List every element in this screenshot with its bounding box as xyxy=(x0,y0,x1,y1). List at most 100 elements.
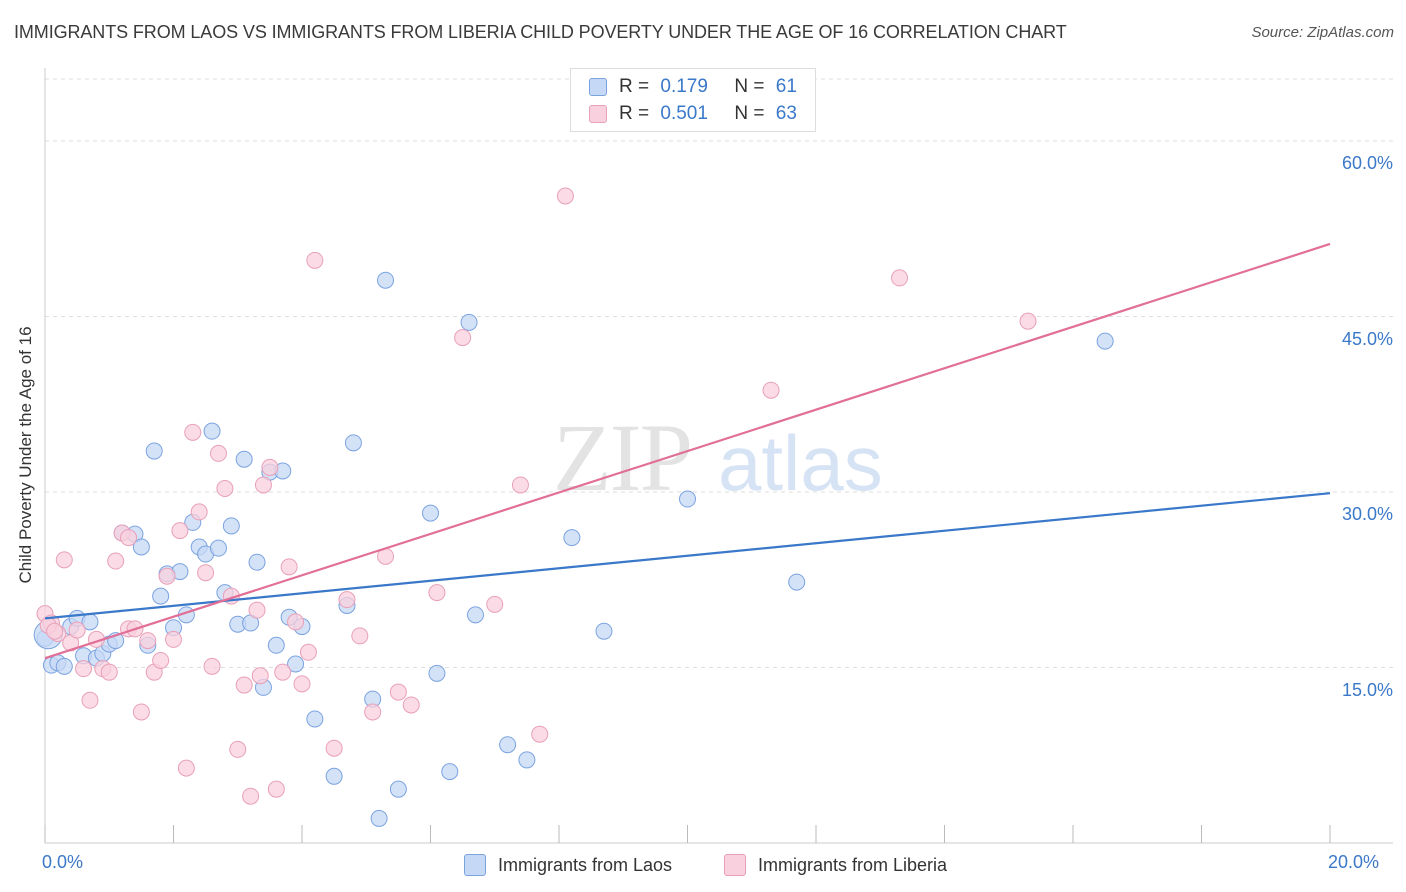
liberia-point-7 xyxy=(81,691,99,709)
laos-point-47 xyxy=(389,780,407,798)
y-tick-label-3: 60.0% xyxy=(1341,153,1393,173)
liberia-point-6 xyxy=(75,660,93,678)
series-legend-laos: Immigrants from Laos xyxy=(464,852,672,878)
series-legend-liberia: Immigrants from Liberia xyxy=(724,852,947,878)
liberia-point-56 xyxy=(556,187,574,205)
liberia-point-10 xyxy=(100,663,118,681)
liberia-point-59 xyxy=(1019,312,1037,330)
source-label: Source: ZipAtlas.com xyxy=(1251,24,1394,41)
laos-point-32 xyxy=(248,553,266,571)
liberia-legend-swatch xyxy=(724,854,746,876)
laos-point-51 xyxy=(460,313,478,331)
legend-row-laos: R = 0.179 N = 61 xyxy=(589,74,797,100)
liberia-point-40 xyxy=(287,613,305,631)
liberia-point-35 xyxy=(254,476,272,494)
laos-point-50 xyxy=(441,763,459,781)
watermark: ZIP atlas xyxy=(553,404,883,511)
laos-point-30 xyxy=(235,450,253,468)
liberia-point-28 xyxy=(209,444,227,462)
liberia-point-36 xyxy=(261,458,279,476)
liberia-point-37 xyxy=(267,780,285,798)
legend-n-value-laos: 61 xyxy=(775,76,797,97)
laos-points xyxy=(33,271,1114,827)
liberia-point-39 xyxy=(280,558,298,576)
laos-point-57 xyxy=(679,490,696,508)
liberia-point-32 xyxy=(235,676,253,694)
liberia-point-24 xyxy=(184,423,202,441)
legend-n-label-laos: N = xyxy=(734,76,765,97)
liberia-point-11 xyxy=(107,552,125,570)
y-tick-label-0: 15.0% xyxy=(1341,679,1393,700)
legend-r-value-liberia: 0.501 xyxy=(660,103,708,124)
laos-point-45 xyxy=(370,809,388,827)
liberia-point-54 xyxy=(511,476,529,494)
liberia-point-46 xyxy=(351,627,369,645)
liberia-point-26 xyxy=(197,564,215,582)
laos-point-16 xyxy=(145,442,163,460)
axes xyxy=(44,68,1393,844)
liberia-point-53 xyxy=(486,595,504,613)
liberia-point-58 xyxy=(891,269,909,287)
liberia-point-19 xyxy=(152,651,170,669)
laos-point-58 xyxy=(788,573,806,591)
laos-point-53 xyxy=(499,736,517,754)
y-axis-label: Child Poverty Under the Age of 16 xyxy=(16,326,35,584)
liberia-point-52 xyxy=(454,329,472,347)
laos-point-40 xyxy=(306,710,324,728)
laos-swatch xyxy=(589,78,607,96)
legend-n-value-liberia: 63 xyxy=(775,103,797,124)
liberia-point-55 xyxy=(531,725,549,743)
laos-point-38 xyxy=(287,655,305,673)
legend-r-value-laos: 0.179 xyxy=(660,76,708,97)
liberia-point-61 xyxy=(46,622,64,640)
liberia-point-44 xyxy=(325,739,343,757)
liberia-point-49 xyxy=(389,683,407,701)
liberia-point-42 xyxy=(299,643,317,661)
liberia-point-38 xyxy=(274,663,292,681)
liberia-point-29 xyxy=(216,479,234,497)
liberia-point-22 xyxy=(171,522,189,540)
liberia-point-13 xyxy=(120,529,138,547)
liberia-points xyxy=(36,187,1037,805)
legend-row-liberia: R = 0.501 N = 63 xyxy=(589,101,797,127)
laos-point-52 xyxy=(466,606,484,624)
liberia-point-57 xyxy=(762,381,780,399)
stats-legend: R = 0.179 N = 61 R = 0.501 N = 63 xyxy=(570,68,816,132)
gridlines xyxy=(45,78,1393,669)
x-tick-label-min: 0.0% xyxy=(42,852,84,872)
liberia-point-34 xyxy=(248,601,266,619)
liberia-point-43 xyxy=(306,251,324,269)
liberia-point-50 xyxy=(402,696,420,714)
liberia-point-23 xyxy=(177,759,195,777)
laos-legend-swatch xyxy=(464,854,486,876)
liberia-point-33 xyxy=(242,787,260,805)
laos-legend-label: Immigrants from Laos xyxy=(498,854,673,875)
laos-point-25 xyxy=(203,422,221,440)
y-tick-label-2: 45.0% xyxy=(1341,328,1393,349)
laos-point-46 xyxy=(377,271,395,289)
liberia-trend-line xyxy=(44,242,1331,660)
liberia-legend-label: Immigrants from Liberia xyxy=(758,854,948,875)
liberia-point-25 xyxy=(190,503,208,521)
liberia-point-21 xyxy=(165,630,182,648)
laos-point-26 xyxy=(209,539,227,557)
liberia-point-51 xyxy=(428,584,446,602)
liberia-point-17 xyxy=(139,632,157,650)
chart-title: IMMIGRANTS FROM LAOS VS IMMIGRANTS FROM … xyxy=(14,22,1067,42)
liberia-point-3 xyxy=(55,551,73,569)
liberia-point-5 xyxy=(68,621,86,639)
liberia-point-47 xyxy=(364,703,382,721)
liberia-point-45 xyxy=(338,591,356,609)
y-tick-label-1: 30.0% xyxy=(1341,504,1393,524)
liberia-point-20 xyxy=(158,567,176,585)
laos-point-3 xyxy=(55,657,73,675)
legend-r-label-liberia: R = xyxy=(619,103,650,124)
laos-point-17 xyxy=(152,587,170,605)
laos-point-54 xyxy=(518,751,536,769)
laos-point-14 xyxy=(132,538,150,556)
liberia-point-31 xyxy=(229,740,247,758)
laos-point-59 xyxy=(1096,332,1114,350)
liberia-swatch xyxy=(589,105,607,123)
x-tick-label-max: 20.0% xyxy=(1328,852,1380,872)
